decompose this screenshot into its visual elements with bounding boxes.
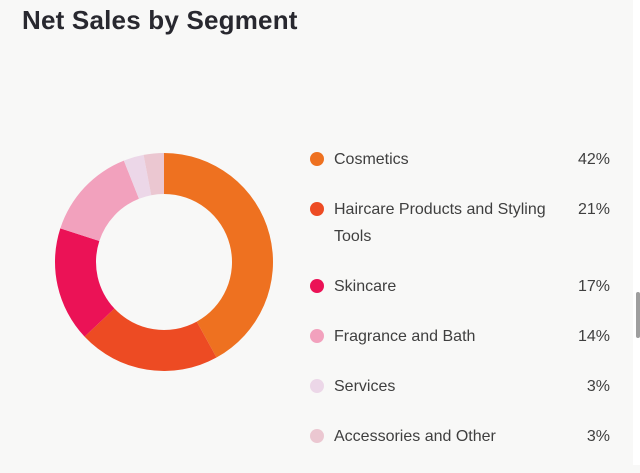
- legend-item-cosmetics[interactable]: Cosmetics 42%: [310, 146, 610, 173]
- legend-swatch-icon: [310, 279, 324, 293]
- legend-label: Fragrance and Bath: [334, 328, 476, 345]
- legend-swatch-icon: [310, 202, 324, 216]
- scrollbar-thumb[interactable]: [636, 292, 640, 338]
- legend-value: 21%: [577, 201, 610, 218]
- legend-value: 42%: [577, 151, 610, 168]
- legend-label: Services: [334, 378, 396, 395]
- legend-label: Accessories and Other: [334, 428, 496, 445]
- legend-swatch-icon: [310, 152, 324, 166]
- donut-chart-svg: [54, 153, 274, 372]
- legend-value: 3%: [586, 378, 610, 395]
- legend-value: 3%: [586, 428, 610, 445]
- legend-label: Haircare Products and Styling Tools: [334, 201, 546, 245]
- legend-swatch-icon: [310, 379, 324, 393]
- legend-swatch-icon: [310, 429, 324, 443]
- legend-item-fragrance-and-bath[interactable]: Fragrance and Bath 14%: [310, 323, 610, 350]
- page-title: Net Sales by Segment: [22, 5, 298, 35]
- legend: Cosmetics 42% Haircare Products and Stylin…: [310, 146, 610, 473]
- legend-label: Skincare: [334, 278, 397, 295]
- donut-segment-fragrance-and-bath[interactable]: [60, 160, 139, 241]
- legend-value: 14%: [577, 328, 610, 345]
- donut-segment-skincare[interactable]: [54, 228, 115, 337]
- scrollbar-track[interactable]: [633, 0, 640, 465]
- legend-item-accessories-and-other[interactable]: Accessories and Other 3%: [310, 423, 610, 450]
- donut-segment-haircare-products-and-styling-tools[interactable]: [84, 308, 217, 372]
- donut-chart: [44, 142, 284, 382]
- legend-swatch-icon: [310, 329, 324, 343]
- legend-item-services[interactable]: Services 3%: [310, 373, 610, 400]
- legend-value: 17%: [577, 278, 610, 295]
- donut-segment-services[interactable]: [123, 154, 152, 199]
- donut-segment-accessories-and-other[interactable]: [143, 153, 164, 196]
- legend-item-skincare[interactable]: Skincare 17%: [310, 273, 610, 300]
- legend-label: Cosmetics: [334, 151, 409, 168]
- legend-item-haircare-products-and-styling-tools[interactable]: Haircare Products and Styling Tools 21%: [310, 196, 610, 250]
- donut-segment-cosmetics[interactable]: [164, 153, 274, 358]
